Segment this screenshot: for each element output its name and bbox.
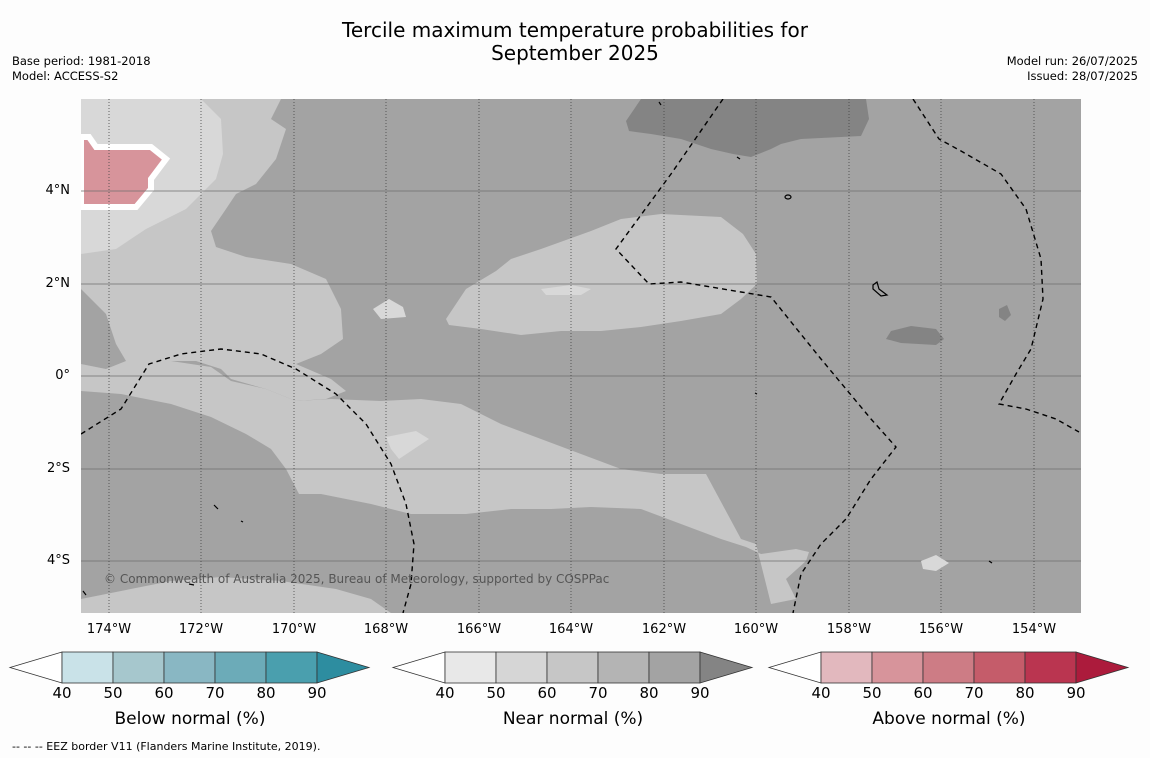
lon-label-172w: 172°W [178,622,224,637]
near-70-region-south [81,361,809,604]
lat-label-4n: 4°N [45,183,71,198]
colorbar-low-extend [8,651,63,684]
colorbars [8,651,1130,684]
colorbar-tick-label: 90 [1066,684,1086,702]
lon-label-158w: 158°W [826,622,872,637]
colorbar-high-extend [1075,651,1130,684]
lat-label-0: 0° [55,368,70,383]
colorbar-segment [163,651,216,684]
near-60-patch-4 [921,555,949,571]
model-text: Model: ACCESS-S2 [12,69,119,83]
base-period-text: Base period: 1981-2018 [12,54,151,68]
colorbar-tick-label: 80 [1015,684,1035,702]
colorbar-tick-label: 80 [639,684,659,702]
title-line-2: September 2025 [491,41,659,65]
colorbar-tick-label: 70 [205,684,225,702]
issued-text: Issued: 28/07/2025 [1027,69,1138,83]
above-normal-label: Above normal (%) [872,709,1026,729]
colorbar-below-normal [8,651,371,684]
lon-label-168w: 168°W [363,622,409,637]
colorbar-tick-label: 60 [913,684,933,702]
lat-label-2n: 2°N [45,276,71,291]
meta-right: Model run: 26/07/2025 Issued: 28/07/2025 [1007,54,1138,84]
colorbar-tick-label: 60 [154,684,174,702]
latitude-gridlines [81,190,1081,562]
lon-label-162w: 162°W [641,622,687,637]
colorbar-tick-label: 40 [435,684,455,702]
below-normal-label: Below normal (%) [114,709,266,729]
eez-borders [81,99,1080,613]
colorbar-above-normal [767,651,1130,684]
probability-map [81,99,1081,613]
near-60-patch-1 [541,285,591,295]
model-run-text: Model run: 26/07/2025 [1006,54,1138,68]
colorbar-segment [922,651,975,684]
copyright-notice: © Commonwealth of Australia 2025, Bureau… [104,572,610,586]
lon-label-154w: 154°W [1011,622,1057,637]
colorbar-segment [214,651,267,684]
near-90-region-north [626,99,869,157]
colorbar-low-extend [767,651,822,684]
lon-label-166w: 166°W [456,622,502,637]
colorbar-tick-label: 60 [537,684,557,702]
near-90-patch-east [886,326,944,345]
near-70-region-south-bottom [81,577,391,613]
colorbar-tick-label: 50 [103,684,123,702]
colorbar-high-extend [316,651,371,684]
colorbar-segment [495,651,548,684]
lat-label-4s: 4°S [46,553,70,568]
colorbar-high-extend [699,651,754,684]
colorbar-segment [648,651,701,684]
near-normal-label: Near normal (%) [502,709,644,729]
colorbar-segment [597,651,650,684]
colorbar-segment [546,651,599,684]
above-60-region-nw [81,134,171,210]
near-90-patch-small [999,305,1011,321]
colorbar-tick-label: 80 [256,684,276,702]
colorbar-segment [871,651,924,684]
near-60-patch-2 [373,299,406,319]
colorbar-tick-label: 90 [690,684,710,702]
colorbar-tick-label: 70 [588,684,608,702]
colorbar-tick-label: 40 [811,684,831,702]
colorbar-segment [112,651,165,684]
colorbar-segment [265,651,318,684]
lat-label-2s: 2°S [46,461,70,476]
colorbar-segment [61,651,114,684]
colorbar-segment [973,651,1026,684]
meta-left: Base period: 1981-2018 Model: ACCESS-S2 [12,54,151,84]
title-line-1: Tercile maximum temperature probabilitie… [342,18,808,42]
colorbar-tick-label: 50 [862,684,882,702]
colorbar-tick-label: 90 [307,684,327,702]
colorbar-near-normal [391,651,754,684]
eez-footnote: -- -- -- EEZ border V11 (Flanders Marine… [12,740,321,753]
lon-label-174w: 174°W [86,622,132,637]
lon-label-164w: 164°W [548,622,594,637]
islands [82,101,993,596]
map-title: Tercile maximum temperature probabilitie… [0,19,1150,65]
colorbar-low-extend [391,651,446,684]
lon-label-160w: 160°W [733,622,779,637]
colorbar-segment [1024,651,1077,684]
colorbar-segment [820,651,873,684]
lon-label-170w: 170°W [271,622,317,637]
colorbar-segment [444,651,497,684]
colorbar-tick-label: 70 [964,684,984,702]
colorbar-tick-label: 40 [52,684,72,702]
lon-label-156w: 156°W [918,622,964,637]
near-70-region-central [446,214,757,335]
colorbar-tick-label: 50 [486,684,506,702]
near-60-patch-3 [386,431,429,459]
